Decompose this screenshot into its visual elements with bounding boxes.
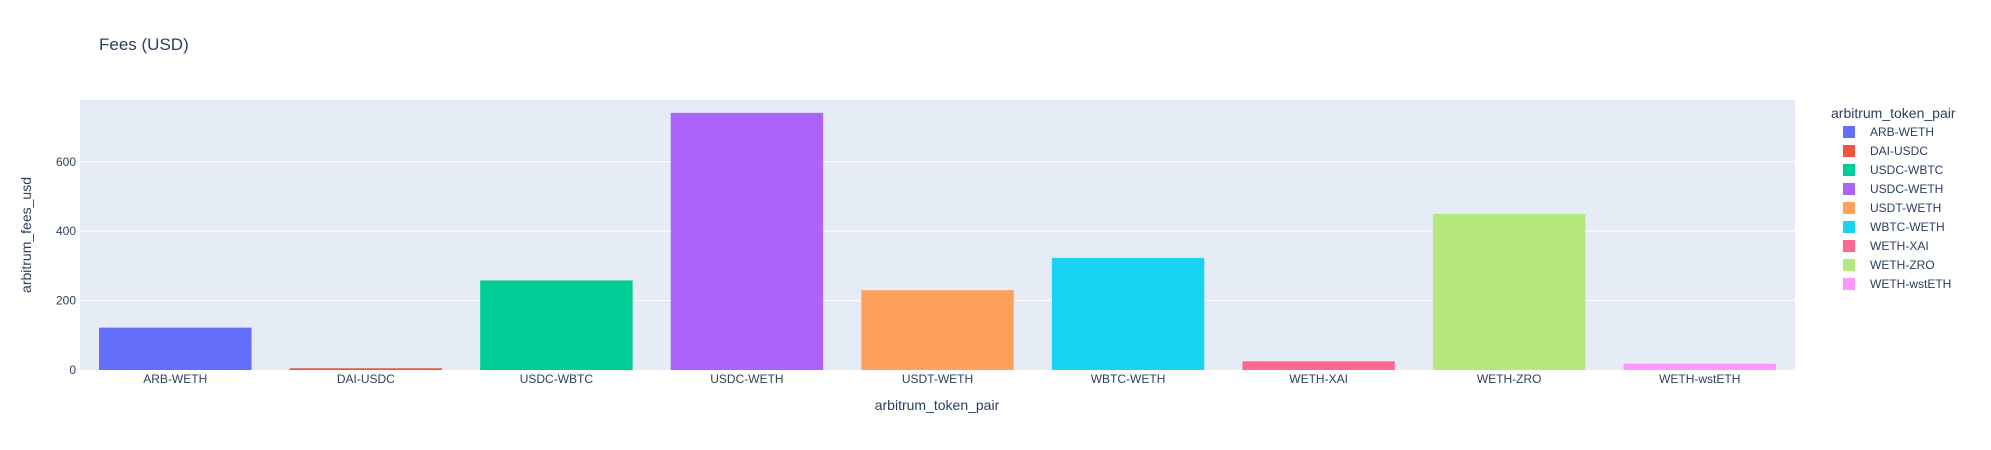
legend-item[interactable]: DAI-USDC xyxy=(1843,144,1928,158)
legend-swatch xyxy=(1843,164,1855,176)
legend-label: WETH-XAI xyxy=(1870,239,1929,253)
x-tick-label: WETH-wstETH xyxy=(1659,372,1740,386)
legend-label: WETH-ZRO xyxy=(1870,258,1935,272)
legend-item[interactable]: USDC-WBTC xyxy=(1843,163,1944,177)
chart-title: Fees (USD) xyxy=(99,35,189,54)
y-tick-label: 0 xyxy=(69,363,76,377)
bar-arb-weth xyxy=(99,327,252,370)
x-tick-label: USDT-WETH xyxy=(902,372,973,386)
legend-swatch xyxy=(1843,202,1855,214)
bar-usdc-wbtc xyxy=(480,280,633,370)
legend-label: WBTC-WETH xyxy=(1870,220,1945,234)
x-axis-title: arbitrum_token_pair xyxy=(875,397,1000,413)
legend-label: USDC-WBTC xyxy=(1870,163,1944,177)
legend-item[interactable]: WETH-XAI xyxy=(1843,239,1929,253)
legend-swatch xyxy=(1843,126,1855,138)
legend-label: USDC-WETH xyxy=(1870,182,1943,196)
legend-swatch xyxy=(1843,145,1855,157)
legend-title: arbitrum_token_pair xyxy=(1831,105,1956,121)
bar-dai-usdc xyxy=(289,368,443,370)
bar-wbtc-weth xyxy=(1051,257,1205,370)
x-tick-label: USDC-WETH xyxy=(710,372,783,386)
legend-item[interactable]: WETH-wstETH xyxy=(1843,277,1951,291)
bar-usdc-weth xyxy=(670,112,824,371)
bar-weth-zro xyxy=(1432,213,1586,370)
y-tick-label: 200 xyxy=(56,294,76,308)
legend-swatch xyxy=(1843,259,1855,271)
x-tick-label: USDC-WBTC xyxy=(520,372,594,386)
x-tick-labels: ARB-WETH DAI-USDC USDC-WBTC USDC-WETH USDT-W… xyxy=(143,372,1740,386)
x-tick-label: WBTC-WETH xyxy=(1091,372,1166,386)
x-tick-label: ARB-WETH xyxy=(143,372,207,386)
legend-label: DAI-USDC xyxy=(1870,144,1928,158)
bar-weth-wsteth xyxy=(1623,363,1776,370)
y-axis-title: arbitrum_fees_usd xyxy=(18,177,34,293)
legend-item[interactable]: WBTC-WETH xyxy=(1843,220,1945,234)
legend-swatch xyxy=(1843,221,1855,233)
x-tick-label: WETH-ZRO xyxy=(1477,372,1542,386)
legend: arbitrum_token_pair ARB-WETH DAI-USDC USDC… xyxy=(1831,105,1956,291)
legend-label: ARB-WETH xyxy=(1870,125,1934,139)
legend-swatch xyxy=(1843,240,1855,252)
bar-usdt-weth xyxy=(861,290,1014,370)
bar-weth-xai xyxy=(1242,361,1395,370)
legend-label: WETH-wstETH xyxy=(1870,277,1951,291)
legend-label: USDT-WETH xyxy=(1870,201,1941,215)
legend-item[interactable]: WETH-ZRO xyxy=(1843,258,1935,272)
x-tick-label: DAI-USDC xyxy=(337,372,395,386)
y-tick-label: 400 xyxy=(56,224,76,238)
bars xyxy=(99,112,1776,371)
legend-item[interactable]: USDC-WETH xyxy=(1843,182,1943,196)
legend-item[interactable]: USDT-WETH xyxy=(1843,201,1941,215)
legend-swatch xyxy=(1843,278,1855,290)
legend-swatch xyxy=(1843,183,1855,195)
y-tick-label: 600 xyxy=(56,155,76,169)
y-tick-labels: 0 200 400 600 xyxy=(56,155,76,377)
legend-item[interactable]: ARB-WETH xyxy=(1843,125,1934,139)
x-tick-label: WETH-XAI xyxy=(1289,372,1348,386)
